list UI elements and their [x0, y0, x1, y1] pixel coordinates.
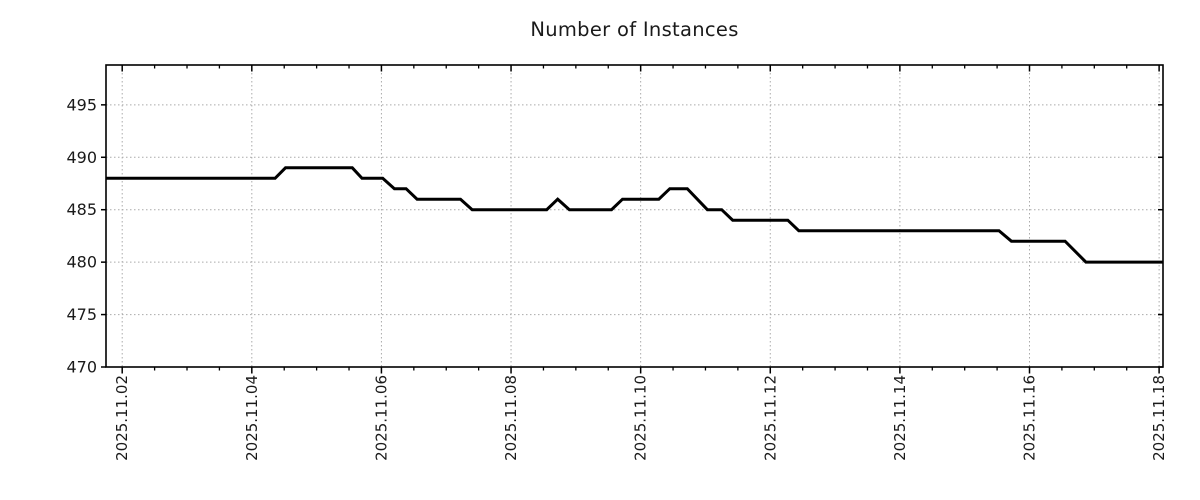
x-tick-label: 2025.11.10: [632, 375, 650, 461]
x-tick-label: 2025.11.14: [891, 375, 909, 461]
y-tick-label: 490: [66, 148, 97, 167]
y-tick-label: 475: [66, 305, 97, 324]
y-tick-label: 485: [66, 200, 97, 219]
x-tick-label: 2025.11.04: [243, 375, 261, 461]
x-tick-label: 2025.11.12: [761, 375, 779, 461]
x-tick-label: 2025.11.16: [1020, 375, 1038, 461]
plot-border: [105, 64, 1164, 368]
x-tick-label: 2025.11.06: [372, 375, 390, 461]
x-tick-label: 2025.11.02: [113, 375, 131, 461]
x-tick-label: 2025.11.18: [1150, 375, 1168, 461]
chart-title: Number of Instances: [530, 18, 739, 41]
x-tick-label: 2025.11.08: [502, 375, 520, 461]
y-tick-label: 480: [66, 253, 97, 272]
y-tick-label: 470: [66, 358, 97, 377]
data-line-instances: [106, 166, 1163, 264]
y-tick-label: 495: [66, 95, 97, 114]
